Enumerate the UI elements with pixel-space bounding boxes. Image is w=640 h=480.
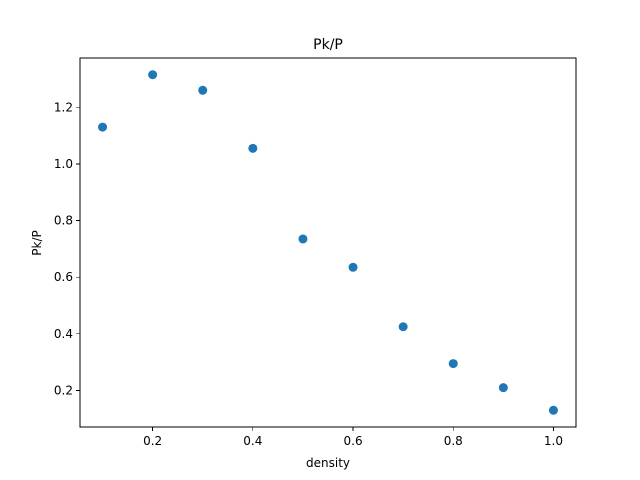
y-tick-label: 1.2 [54,100,73,114]
x-tick-label: 0.2 [143,434,162,448]
data-point [248,143,258,153]
data-point [148,70,158,80]
data-point [498,383,508,393]
data-point [348,262,358,272]
x-axis-label: density [306,456,350,470]
y-axis-label: Pk/P [30,230,44,255]
plot-area-frame [79,57,577,428]
y-tick-label: 0.6 [54,270,73,284]
data-point [448,359,458,369]
y-tick-label: 0.4 [54,327,73,341]
data-point [198,85,208,95]
x-axis-ticks: 0.2 0.4 0.6 0.8 1.0 [143,427,563,448]
data-point [298,234,308,244]
chart-title: Pk/P [313,37,343,53]
x-tick-label: 0.8 [444,434,463,448]
data-point [548,405,558,415]
x-tick-label: 0.4 [243,434,262,448]
y-tick-label: 0.2 [54,383,73,397]
data-point [98,122,108,132]
y-axis-ticks: 0.2 0.4 0.6 0.8 1.0 1.2 [54,100,80,397]
y-tick-label: 1.0 [54,157,73,171]
y-tick-label: 0.8 [54,214,73,228]
data-point [398,322,408,332]
x-tick-label: 0.6 [344,434,363,448]
data-points [98,70,558,415]
x-tick-label: 1.0 [544,434,563,448]
